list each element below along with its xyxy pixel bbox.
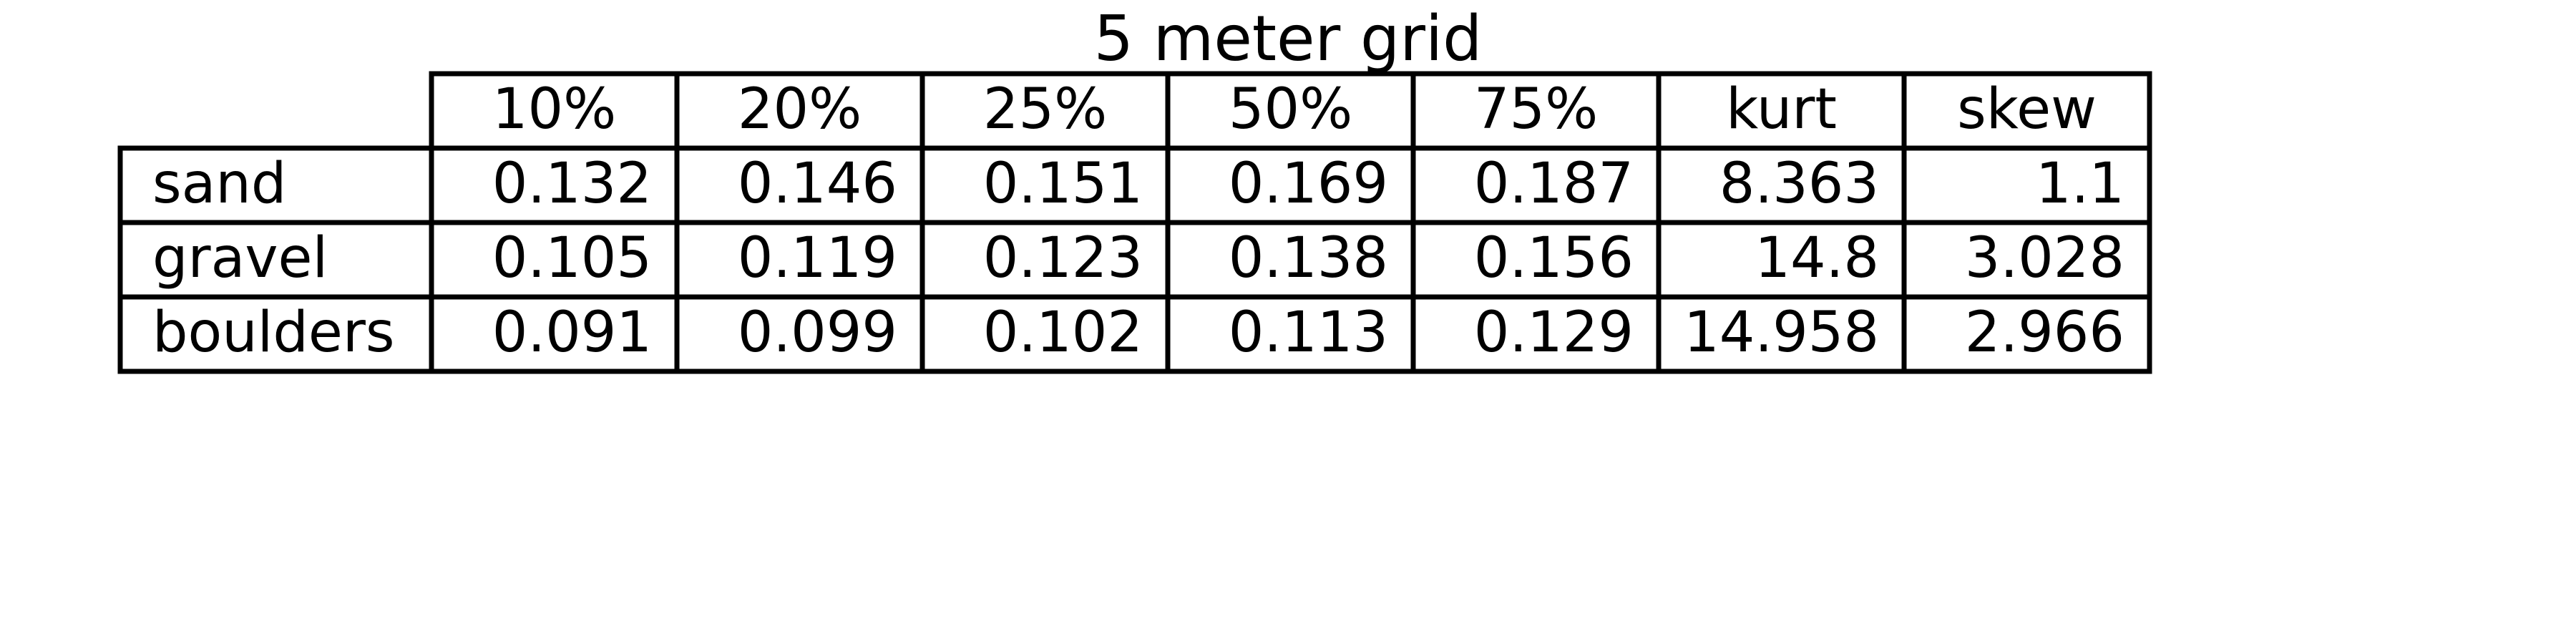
data-cell-value: 0.151 — [983, 152, 1143, 216]
row-label-cell — [117, 220, 434, 300]
data-cell-value: 0.119 — [738, 226, 897, 291]
column-header: 50% — [1229, 77, 1352, 142]
data-cell — [429, 220, 680, 300]
data-cell-value: 0.187 — [1474, 152, 1634, 216]
column-header: 75% — [1474, 77, 1598, 142]
row-label-cell — [117, 294, 434, 374]
data-cell-value: 2.966 — [1965, 301, 2124, 365]
data-cell — [1410, 294, 1662, 374]
column-header: 10% — [492, 77, 616, 142]
data-cell-value: 3.028 — [1965, 226, 2124, 291]
header-cell — [1901, 71, 2152, 151]
data-cell-value: 8.363 — [1719, 152, 1879, 216]
data-cell — [1656, 294, 1907, 374]
column-header: kurt — [1726, 77, 1837, 142]
data-cell — [674, 220, 925, 300]
row-label: boulders — [152, 301, 395, 365]
data-cell-value: 0.113 — [1229, 301, 1388, 365]
data-cell — [919, 220, 1171, 300]
data-cell — [1901, 220, 2152, 300]
data-cell-value: 0.099 — [738, 301, 897, 365]
data-cell-value: 0.105 — [492, 226, 652, 291]
column-header: 25% — [983, 77, 1107, 142]
header-cell — [429, 71, 680, 151]
row-label-cell — [117, 145, 434, 225]
data-cell — [429, 294, 680, 374]
data-cell-value: 14.8 — [1755, 226, 1879, 291]
data-cell-value: 1.1 — [2036, 152, 2124, 216]
data-cell-value: 0.102 — [983, 301, 1143, 365]
data-cell — [1901, 294, 2152, 374]
data-cell — [674, 145, 925, 225]
row-label: gravel — [152, 226, 328, 291]
data-cell — [1165, 145, 1416, 225]
header-cell — [674, 71, 925, 151]
data-cell — [1901, 145, 2152, 225]
column-header: 20% — [738, 77, 862, 142]
data-cell-value: 14.958 — [1684, 301, 1879, 365]
header-cell — [919, 71, 1171, 151]
data-cell-value: 0.146 — [738, 152, 897, 216]
row-label: sand — [152, 152, 286, 216]
data-cell — [674, 294, 925, 374]
data-cell-value: 0.138 — [1229, 226, 1388, 291]
data-cell-value: 0.129 — [1474, 301, 1634, 365]
data-cell-value: 0.132 — [492, 152, 652, 216]
data-cell — [1656, 145, 1907, 225]
data-cell — [1410, 220, 1662, 300]
data-cell-value: 0.156 — [1474, 226, 1634, 291]
data-cell-value: 0.123 — [983, 226, 1143, 291]
data-cell-value: 0.169 — [1229, 152, 1388, 216]
data-cell-value: 0.091 — [492, 301, 652, 365]
chart-title: 5 meter grid — [1093, 2, 1483, 75]
column-header: skew — [1957, 77, 2097, 142]
